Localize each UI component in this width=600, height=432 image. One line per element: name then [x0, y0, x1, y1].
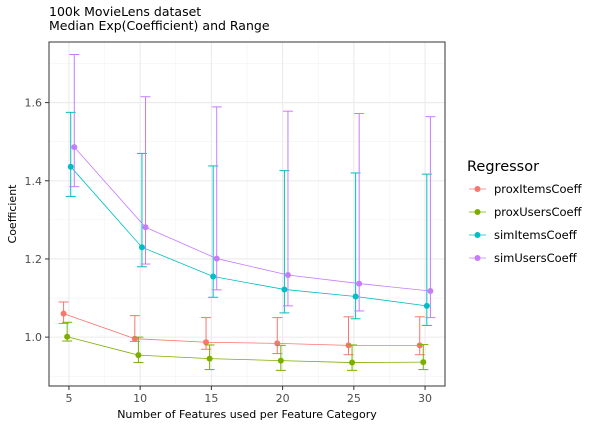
data-point	[203, 339, 210, 346]
x-tick-label: 30	[418, 392, 432, 405]
data-point	[206, 355, 213, 362]
legend-key-point	[474, 186, 481, 192]
y-axis: 1.0 1.2 1.4 1.6	[25, 97, 49, 344]
x-axis-label: Number of Features used per Feature Cate…	[117, 408, 377, 421]
data-point	[131, 335, 138, 342]
x-tick-label: 10	[133, 392, 147, 405]
data-point	[71, 144, 78, 151]
legend-item: simItemsCoeff	[469, 228, 578, 242]
legend-item: proxUsersCoeff	[469, 205, 583, 219]
y-tick-label: 1.4	[25, 175, 43, 188]
legend-item: simUsersCoeff	[469, 251, 578, 265]
minor-gridlines	[49, 42, 445, 386]
y-axis-label: Coefficient	[6, 184, 19, 244]
legend: Regressor proxItemsCoeff proxUsersCoeff si…	[467, 159, 583, 265]
series-line	[70, 166, 427, 307]
data-point	[349, 359, 356, 366]
legend-item: proxItemsCoeff	[469, 182, 583, 196]
legend-label: simItemsCoeff	[494, 228, 578, 242]
x-tick-label: 5	[65, 392, 72, 405]
x-axis: 5 10 15 20 25 30	[65, 386, 432, 405]
data-point	[213, 255, 220, 262]
y-tick-label: 1.2	[25, 253, 43, 266]
x-tick-label: 20	[276, 392, 290, 405]
x-tick-label: 15	[204, 392, 218, 405]
chart-title: 100k MovieLens dataset	[49, 4, 201, 19]
data-point	[427, 288, 434, 295]
data-point	[142, 224, 149, 231]
data-point	[138, 244, 145, 251]
major-gridlines	[49, 42, 445, 386]
y-tick-label: 1.6	[25, 97, 43, 110]
data-point	[281, 286, 288, 293]
data-point	[210, 273, 217, 280]
data-point	[67, 163, 74, 170]
legend-key-point	[474, 209, 481, 215]
plot-border	[48, 41, 446, 387]
series-simUsersCoeff	[69, 54, 436, 319]
chart-subtitle: Median Exp(Coefficient) and Range	[49, 18, 270, 33]
series-layer	[58, 54, 436, 371]
series-line	[73, 146, 431, 292]
data-point	[423, 302, 430, 309]
data-point	[284, 271, 291, 278]
legend-title: Regressor	[467, 159, 539, 175]
data-point	[356, 280, 363, 287]
data-point	[420, 359, 427, 366]
data-point	[64, 333, 71, 340]
data-point	[60, 310, 67, 317]
data-point	[135, 352, 142, 359]
series-line	[67, 336, 424, 363]
data-point	[277, 357, 284, 364]
legend-label: proxItemsCoeff	[494, 182, 583, 196]
legend-key-point	[474, 255, 481, 261]
legend-key-point	[474, 232, 481, 238]
y-tick-label: 1.0	[25, 331, 43, 344]
data-point	[416, 342, 423, 349]
legend-label: proxUsersCoeff	[494, 205, 583, 219]
legend-label: simUsersCoeff	[494, 251, 578, 265]
data-point	[352, 293, 359, 300]
series-proxUsersCoeff	[62, 321, 429, 371]
series-line	[63, 313, 420, 346]
x-tick-label: 25	[347, 392, 361, 405]
